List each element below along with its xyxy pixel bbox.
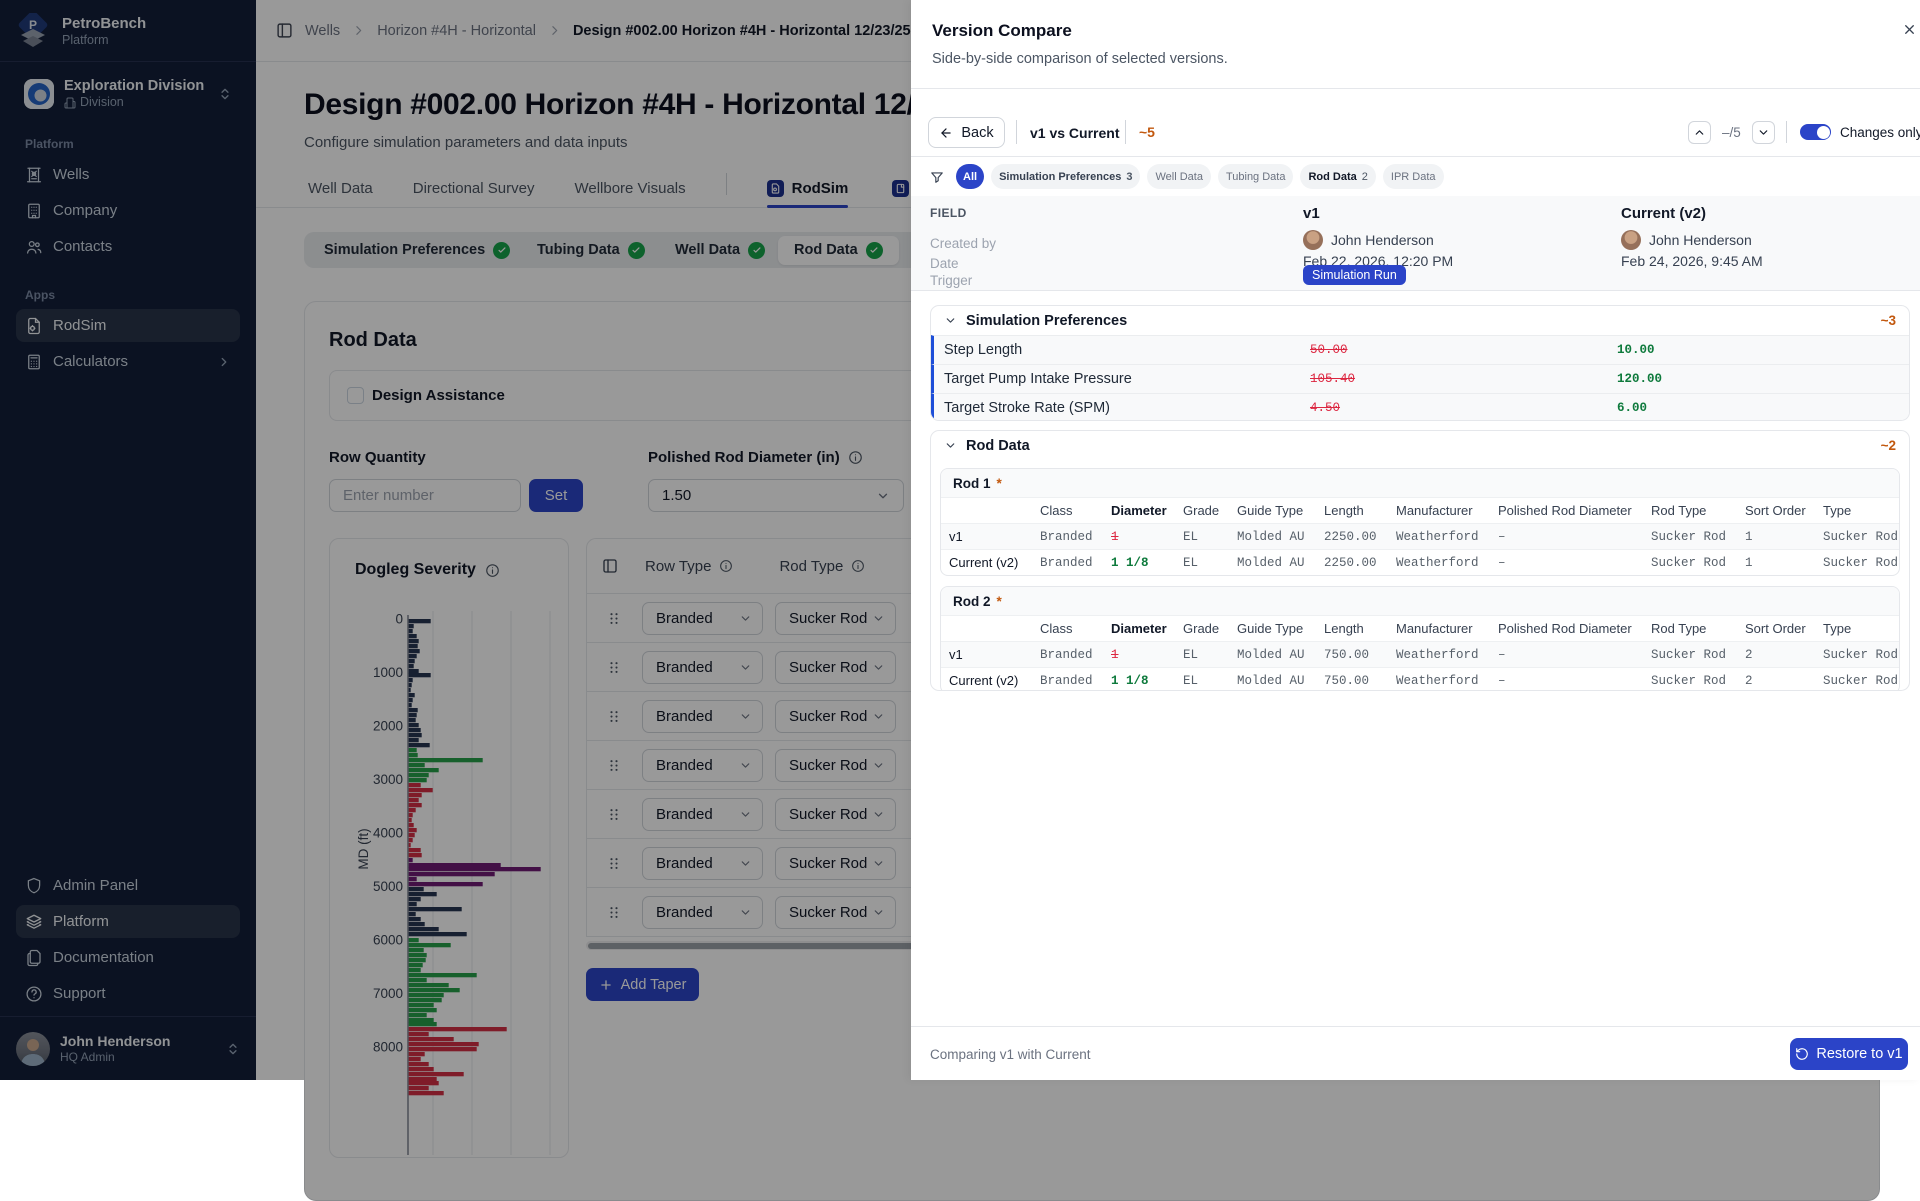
svg-text:2000: 2000 [373,719,403,734]
svg-text:3000: 3000 [373,772,403,787]
svg-text:4000: 4000 [373,826,403,841]
svg-text:P: P [29,18,37,32]
svg-text:5000: 5000 [373,879,403,894]
svg-text:8000: 8000 [373,1040,403,1055]
svg-text:0: 0 [395,612,403,627]
svg-text:MD (ft): MD (ft) [356,828,371,869]
svg-text:6000: 6000 [373,933,403,948]
svg-text:1000: 1000 [373,665,403,680]
svg-text:7000: 7000 [373,986,403,1001]
